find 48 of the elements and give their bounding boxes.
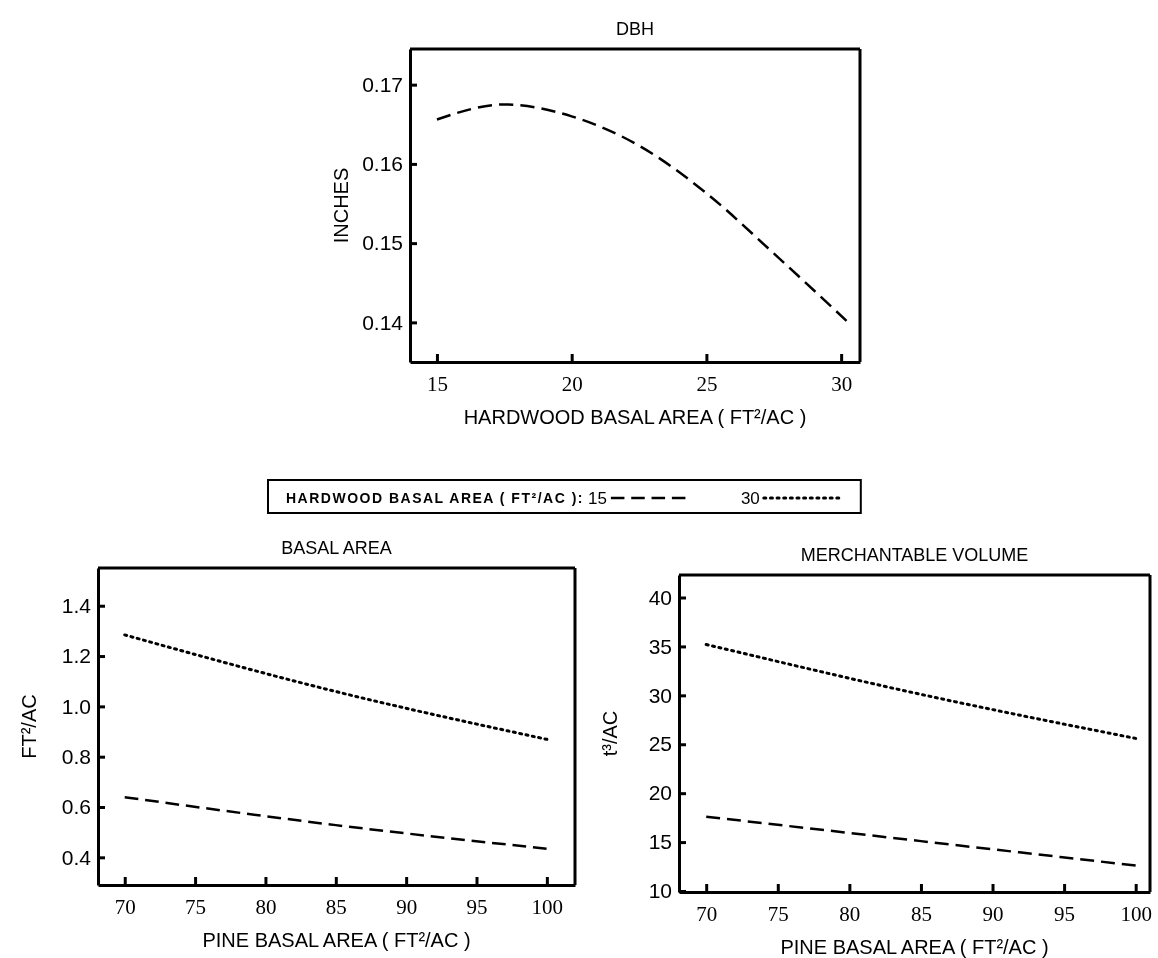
x-tick-label: 75	[767, 901, 789, 926]
x-tick-label: 75	[185, 894, 207, 919]
y-tick-label: 0.16	[362, 152, 403, 176]
x-tick-label: 100	[531, 894, 564, 919]
x-tick-label: 70	[114, 894, 136, 919]
line-series	[435, 103, 848, 323]
y-tick-label: 1.4	[61, 593, 92, 617]
y-tick-label: 0.4	[61, 845, 92, 869]
y-axis-title: INCHES	[330, 167, 352, 244]
x-tick-label: 95	[1054, 901, 1076, 926]
y-tick-label: 10	[648, 879, 672, 903]
y-tick-label: 30	[648, 683, 672, 707]
x-tick-label: 80	[839, 901, 861, 926]
y-tick-label: 25	[648, 732, 672, 756]
x-tick-label: 85	[325, 894, 347, 919]
y-tick-label: 35	[648, 634, 672, 658]
x-tick-label: 90	[982, 901, 1004, 926]
y-tick-label: 40	[648, 585, 672, 609]
chart-title: DBH	[615, 19, 655, 39]
x-tick-label: 95	[466, 894, 488, 919]
x-tick-label: 80	[255, 894, 277, 919]
x-tick-label: 100	[1120, 901, 1152, 926]
x-axis-title: PINE BASAL AREA ( FT²/AC )	[780, 936, 1049, 958]
y-tick-label: 0.8	[61, 744, 91, 768]
y-axis-title: FT²/AC	[18, 694, 40, 759]
chart-title: BASAL AREA	[281, 538, 392, 558]
x-tick-label: 85	[910, 901, 932, 926]
x-tick-label: 25	[696, 371, 718, 396]
y-tick-label: 0.14	[362, 310, 404, 334]
y-tick-label: 1.0	[61, 694, 91, 718]
y-tick-label: 20	[648, 781, 672, 805]
x-tick-label: 70	[696, 901, 718, 926]
y-tick-label: 0.15	[362, 231, 403, 255]
legend-title: HARDWOOD BASAL AREA ( FT²/AC ):	[286, 490, 584, 506]
x-tick-label: 90	[396, 894, 418, 919]
y-tick-label: 1.2	[61, 644, 91, 668]
legend-label: 30	[740, 489, 760, 508]
x-axis-title: HARDWOOD BASAL AREA ( FT²/AC )	[463, 406, 807, 428]
x-tick-label: 30	[831, 371, 853, 396]
y-tick-label: 0.17	[362, 72, 403, 96]
x-tick-label: 20	[561, 371, 583, 396]
y-axis-title: t³/AC	[599, 710, 621, 757]
legend-label: 15	[587, 489, 607, 508]
chart-title: MERCHANTABLE VOLUME	[800, 545, 1029, 565]
y-tick-label: 0.6	[61, 795, 91, 819]
x-tick-label: 15	[426, 371, 448, 396]
x-axis-title: PINE BASAL AREA ( FT²/AC )	[202, 929, 471, 951]
y-tick-label: 15	[648, 830, 672, 854]
